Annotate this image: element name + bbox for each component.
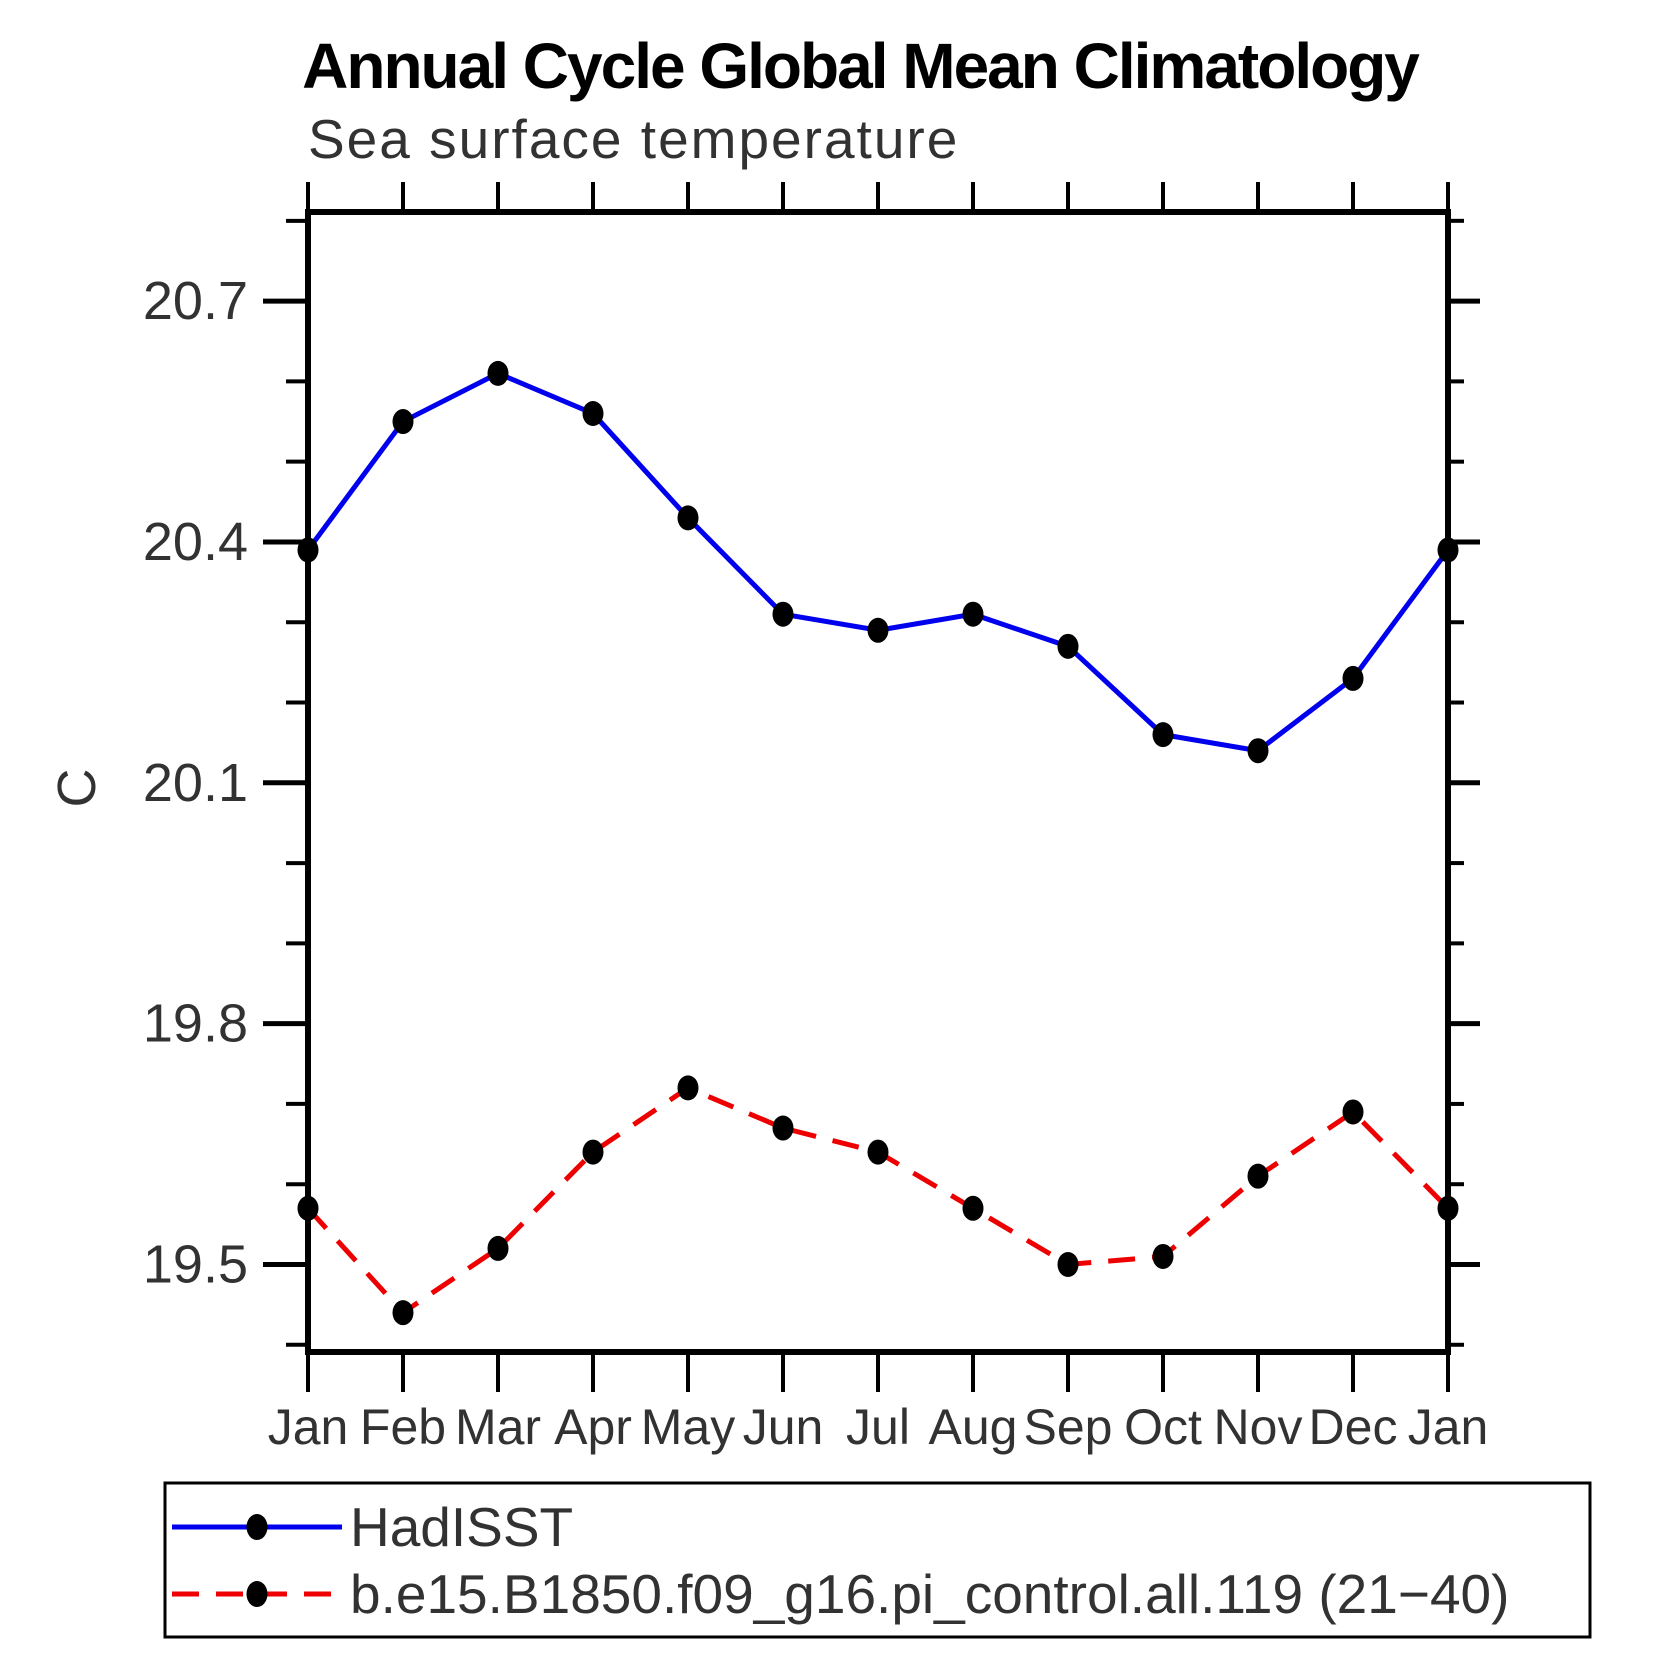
data-point-marker xyxy=(867,617,889,643)
x-axis-tick-label: Jan xyxy=(1408,1399,1489,1455)
data-point-marker xyxy=(582,1139,604,1165)
legend-marker-dot xyxy=(246,1581,268,1607)
data-series xyxy=(297,360,1459,1326)
data-point-marker xyxy=(1057,633,1079,659)
hadisst-line xyxy=(305,370,1451,754)
data-point-marker xyxy=(1247,1163,1269,1189)
data-point-marker xyxy=(1437,1195,1459,1221)
legend-box xyxy=(163,1481,1592,1639)
data-point-marker xyxy=(962,1195,984,1221)
data-point-marker xyxy=(1342,1099,1364,1125)
data-point-marker xyxy=(1057,1251,1079,1277)
legend-marker-dot xyxy=(246,1514,268,1540)
data-point-marker xyxy=(1247,738,1269,764)
legend-item-hadisst: HadISST xyxy=(172,1496,573,1558)
x-axis-tick-label: Apr xyxy=(554,1399,632,1455)
legend-label-model: b.e15.B1850.f09_g16.pi_control.all.119 (… xyxy=(350,1563,1509,1625)
chart-title: Annual Cycle Global Mean Climatology xyxy=(302,30,1420,102)
legend: HadISST b.e15.B1850.f09_g16.pi_control.a… xyxy=(163,1481,1592,1639)
data-point-marker xyxy=(772,1115,794,1141)
y-axis-labels: 19.5 19.8 20.1 20.4 20.7 xyxy=(143,271,248,1294)
data-point-marker xyxy=(487,1235,509,1261)
x-axis-tick-label: Nov xyxy=(1214,1399,1303,1455)
data-point-marker xyxy=(582,401,604,427)
data-point-marker xyxy=(1437,537,1459,563)
data-point-marker xyxy=(487,360,509,386)
data-point-marker xyxy=(867,1139,889,1165)
legend-label-hadisst: HadISST xyxy=(350,1496,573,1558)
x-axis-labels: Jan Feb Mar Apr May Jun Jul Aug Sep Oct Nov Dec Jan xyxy=(268,1399,1489,1455)
data-point-marker xyxy=(392,1300,414,1326)
x-axis-tick-label: Jan xyxy=(268,1399,349,1455)
x-axis-tick-label: Jun xyxy=(743,1399,824,1455)
x-axis-tick-label: Dec xyxy=(1309,1399,1398,1455)
y-axis-tick-label: 20.1 xyxy=(143,753,248,813)
y-axis-tick-label: 20.7 xyxy=(143,271,248,331)
data-point-marker xyxy=(297,537,319,563)
data-point-marker xyxy=(1342,665,1364,691)
x-axis-tick-label: Oct xyxy=(1124,1399,1202,1455)
chart-subtitle: Sea surface temperature xyxy=(308,108,959,170)
data-point-marker xyxy=(677,505,699,531)
axis-ticks xyxy=(263,182,1480,1392)
x-axis-tick-label: Mar xyxy=(455,1399,541,1455)
data-point-marker xyxy=(677,1075,699,1101)
y-axis-title: C xyxy=(47,769,107,808)
x-axis-tick-label: Aug xyxy=(929,1399,1018,1455)
y-axis-tick-label: 19.8 xyxy=(143,994,248,1054)
model-line xyxy=(306,1085,1450,1316)
legend-item-model: b.e15.B1850.f09_g16.pi_control.all.119 (… xyxy=(172,1563,1509,1625)
data-point-marker xyxy=(297,1195,319,1221)
x-axis-tick-label: Sep xyxy=(1024,1399,1113,1455)
data-point-marker xyxy=(772,601,794,627)
y-axis-tick-label: 19.5 xyxy=(143,1234,248,1294)
x-axis-tick-label: Feb xyxy=(360,1399,446,1455)
x-axis-tick-label: Jul xyxy=(846,1399,910,1455)
data-point-marker xyxy=(962,601,984,627)
data-point-marker xyxy=(1152,1243,1174,1269)
y-axis-tick-label: 20.4 xyxy=(143,512,248,572)
data-point-marker xyxy=(1152,722,1174,748)
data-point-marker xyxy=(392,409,414,435)
x-axis-tick-label: May xyxy=(641,1399,735,1455)
